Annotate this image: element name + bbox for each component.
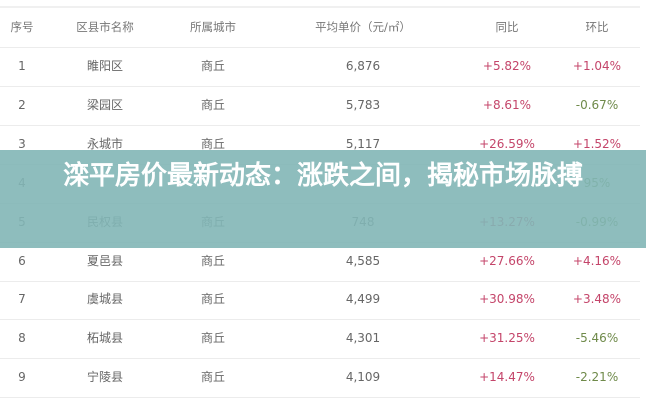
cell-name: 睢阳区 xyxy=(86,59,123,73)
cell-city: 商丘 xyxy=(200,253,225,268)
title-banner xyxy=(0,150,646,248)
cell-yoy: +26.59% xyxy=(479,136,535,151)
cell-city: 商丘 xyxy=(200,331,225,346)
cell-name: 夏邑县 xyxy=(86,253,123,268)
table-row: 7 虞城县 商丘 4,499 +30.98% +3.48% xyxy=(0,280,640,321)
header-city: 所属城市 xyxy=(190,20,236,34)
cell-no: 8 xyxy=(18,331,26,346)
cell-price: 4,301 xyxy=(345,331,381,346)
cell-price: 5,117 xyxy=(345,136,381,151)
cell-mom: +4.16% xyxy=(572,253,622,268)
cell-city: 商丘 xyxy=(200,292,225,307)
cell-no: 9 xyxy=(18,370,26,385)
cell-no: 1 xyxy=(18,59,26,73)
table-row: 6 夏邑县 商丘 4,585 +27.66% +4.16% xyxy=(0,242,640,282)
table-row: 2 梁园区 商丘 5,783 +8.61% -0.67% xyxy=(0,86,640,126)
cell-yoy: +30.98% xyxy=(479,292,535,307)
header-yoy: 同比 xyxy=(495,20,519,34)
cell-price: 4,109 xyxy=(345,370,381,385)
cell-yoy: +31.25% xyxy=(479,331,535,346)
cell-mom: -0.67% xyxy=(575,97,619,112)
header-mom: 环比 xyxy=(585,20,609,34)
cell-price: 4,585 xyxy=(345,253,381,268)
cell-price: 6,876 xyxy=(345,59,381,73)
table-row: 3 永城市 商丘 5,117 +26.59% +1.52% xyxy=(0,125,640,165)
cell-yoy: +5.82% xyxy=(482,59,532,73)
header-price: 平均单价（元/㎡） xyxy=(315,20,411,34)
cell-yoy: +8.61% xyxy=(482,97,532,112)
cell-name: 柘城县 xyxy=(86,331,123,346)
cell-price: 5,783 xyxy=(345,97,381,112)
header-name: 区县市名称 xyxy=(76,20,134,34)
cell-price: 4,499 xyxy=(345,292,381,307)
cell-no: 6 xyxy=(18,253,26,268)
table-row: 9 宁陵县 商丘 4,109 +14.47% -2.21% xyxy=(0,358,640,399)
cell-city: 商丘 xyxy=(200,370,225,385)
table-row: 1 睢阳区 商丘 6,876 +5.82% +1.04% xyxy=(0,47,640,87)
header-no: 序号 xyxy=(10,20,34,34)
cell-no: 7 xyxy=(18,292,26,307)
table-row: 8 柘城县 商丘 4,301 +31.25% -5.46% xyxy=(0,319,640,360)
cell-mom: +1.52% xyxy=(572,136,622,151)
cell-city: 商丘 xyxy=(200,59,225,73)
cell-yoy: +27.66% xyxy=(479,253,535,268)
article-title: 滦平房价最新动态：涨跌之间，揭秘市场脉搏 xyxy=(62,161,583,191)
cell-mom: +3.48% xyxy=(572,292,622,307)
cell-mom: +1.04% xyxy=(572,59,622,73)
cell-yoy: +14.47% xyxy=(479,370,535,385)
cell-name: 永城市 xyxy=(86,136,123,151)
cell-name: 宁陵县 xyxy=(86,370,123,385)
cell-name: 虞城县 xyxy=(86,292,123,307)
cell-name: 梁园区 xyxy=(86,97,123,112)
cell-mom: -5.46% xyxy=(575,331,619,346)
cell-city: 商丘 xyxy=(200,97,225,112)
cell-no: 3 xyxy=(18,136,26,151)
table-header: 序号 区县市名称 所属城市 平均单价（元/㎡） 同比 环比 xyxy=(0,8,640,48)
cell-mom: -2.21% xyxy=(575,370,619,385)
cell-no: 2 xyxy=(18,97,26,112)
top-divider xyxy=(0,6,640,8)
cell-city: 商丘 xyxy=(200,136,225,151)
